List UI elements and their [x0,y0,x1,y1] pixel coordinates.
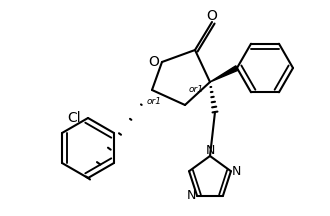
Text: N: N [205,145,215,157]
Text: Cl: Cl [67,111,81,125]
Text: N: N [186,189,196,202]
Text: N: N [232,165,242,178]
Text: O: O [148,55,159,69]
Polygon shape [210,66,238,82]
Text: or1: or1 [188,86,204,95]
Text: or1: or1 [147,97,161,106]
Text: O: O [207,9,217,23]
